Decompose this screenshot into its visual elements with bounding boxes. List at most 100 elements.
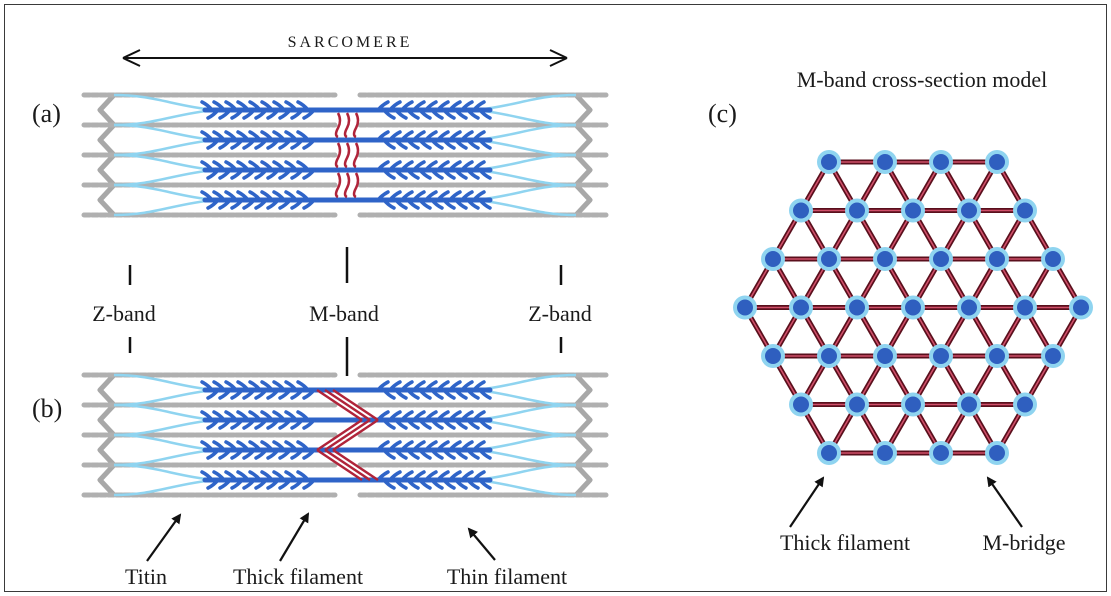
myosin-head [296,380,310,392]
myosin-head [284,130,298,142]
myosin-head [302,388,316,400]
thick-filament-core [1073,299,1089,316]
myosin-head [200,440,214,452]
z-disc-segment [574,403,593,437]
z-band-left-label: Z-band [92,301,156,326]
myosin-head [242,138,256,150]
thick-filament-core [1045,348,1061,364]
myosin-head [424,380,438,392]
m-bridge [316,388,363,422]
myosin-head [478,168,492,180]
thick-filament-core [989,154,1005,170]
myosin-head [236,440,250,452]
myosin-head [448,160,462,172]
titin-strand [113,463,215,482]
myosin-head [260,470,274,482]
thick-filaments [200,380,493,490]
myosin-head [448,100,462,112]
myosin-head [472,160,486,172]
myosin-head [418,108,432,120]
myosin-head [236,380,250,392]
myosin-head [212,100,226,112]
myosin-head [430,418,444,430]
myosin-head [454,388,468,400]
myosin-head [248,190,262,202]
myosin-head [460,190,474,202]
myosin-head [218,198,232,210]
myosin-head [212,440,226,452]
myosin-head [394,138,408,150]
m-bridge [324,448,371,482]
z-band-right-label: Z-band [528,301,592,326]
myosin-head [218,418,232,430]
z-disc-segment [574,153,593,187]
myosin-head [412,380,426,392]
thick-filament-core [961,202,977,219]
myosin-head [430,388,444,400]
myosin-head [218,108,232,120]
thick-filament-core [961,396,977,413]
myosin-head [442,138,456,150]
myosin-head [376,100,390,112]
myosin-head [430,198,444,210]
myosin-head [382,198,396,210]
m-bridge [334,142,342,169]
panel-b-label: (b) [32,394,62,423]
myosin-head [248,410,262,422]
myosin-head [206,418,220,430]
m-bridge [334,112,342,139]
m-band-label: M-band [309,301,379,326]
thick-filament-core [793,396,809,413]
thick-filament-core [765,251,781,267]
myosin-head [376,410,390,422]
myosin-head [272,130,286,142]
myosin-head [254,108,268,120]
myosin-head [260,130,274,142]
m-bridge [332,418,379,452]
sarcomere-arrow [122,49,568,67]
myosin-head [236,160,250,172]
myosin-head [290,478,304,490]
myosin-head [230,168,244,180]
myosin-head [466,198,480,210]
myosin-head [424,130,438,142]
myosin-head [230,388,244,400]
myosin-head [272,190,286,202]
myosin-head [224,130,238,142]
myosin-head [296,130,310,142]
myosin-head [460,160,474,172]
myosin-head [248,440,262,452]
myosin-head [224,190,238,202]
myosin-head [290,168,304,180]
thick-filament-core [849,299,865,316]
myosin-head [442,448,456,460]
m-bridge [316,418,363,452]
thick-filament-core [765,348,781,364]
myosin-head [290,108,304,120]
myosin-head [442,418,456,430]
myosin-head [224,410,238,422]
myosin-head [376,160,390,172]
z-disc-segment [97,433,116,467]
titin-strand [113,198,215,217]
myosin-head [272,440,286,452]
myosin-head [224,160,238,172]
myosin-head [302,418,316,430]
z-disc-segment [574,433,593,467]
myosin-head [418,388,432,400]
myosin-head [418,418,432,430]
myosin-head [206,478,220,490]
z-disc-segment [97,403,116,437]
myosin-head [466,138,480,150]
myosin-head [278,448,292,460]
myosin-head [266,478,280,490]
myosin-head [254,388,268,400]
myosin-head [472,440,486,452]
myosin-head [448,380,462,392]
m-bridge [324,388,371,422]
myosin-head [200,160,214,172]
myosin-head [230,138,244,150]
myosin-head [260,160,274,172]
myosin-head [388,190,402,202]
myosin-head [272,380,286,392]
